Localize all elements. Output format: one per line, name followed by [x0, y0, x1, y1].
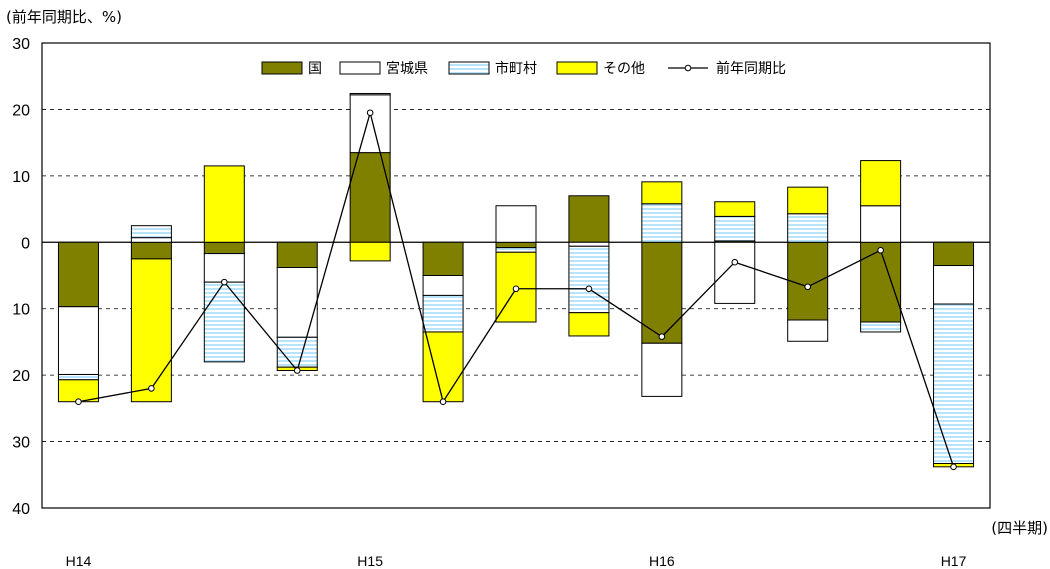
y-tick-label: 20: [12, 368, 30, 385]
yoy-line: [75, 109, 957, 471]
legend-label-yoy: 前年同期比: [716, 60, 786, 77]
bar-segment-prefecture: [860, 205, 902, 243]
bar-segment-national: [568, 195, 610, 243]
bar-segment-municipal: [568, 245, 610, 314]
x-tick-label: H14: [66, 553, 92, 569]
y-tick-label: 30: [12, 36, 30, 53]
bar-segment-other: [203, 165, 245, 243]
bars: [57, 92, 975, 468]
y-axis-ticks: 30 20 10 0 10 20 30 40: [12, 36, 30, 518]
y-tick-label: 40: [12, 501, 30, 518]
bar-segment-national: [57, 241, 99, 308]
bar-segment-prefecture: [276, 267, 318, 338]
y-axis-label: (前年同期比、%): [6, 8, 122, 26]
bar-segment-municipal: [714, 215, 756, 242]
bar-segment-prefecture: [641, 342, 683, 397]
bar-segment-municipal: [495, 247, 537, 253]
bar-segment-prefecture: [933, 265, 975, 305]
yoy-point: [950, 463, 957, 471]
legend-swatch-marker: [684, 64, 692, 72]
yoy-point: [585, 285, 593, 293]
bar-segment-municipal: [203, 281, 245, 363]
legend-swatch-prefecture: [339, 61, 381, 75]
yoy-point: [804, 283, 811, 291]
legend-swatch-other: [556, 61, 598, 75]
x-tick-label: H15: [357, 553, 383, 569]
bar-segment-other: [714, 201, 756, 217]
legend-label-other: その他: [603, 61, 645, 77]
bar-segment-other: [349, 241, 391, 262]
legend-swatch-municipal: [448, 61, 490, 75]
y-tick-label: 30: [12, 435, 30, 452]
y-tick-label: 20: [12, 102, 30, 119]
bar-segment-other: [860, 160, 902, 207]
bar-segment-prefecture: [422, 275, 464, 296]
legend: 国 宮城県 市町村 その他 前年同期比: [261, 60, 786, 77]
bar-segment-municipal: [641, 203, 683, 243]
bar-segment-prefecture: [787, 319, 829, 342]
yoy-point: [512, 285, 520, 293]
y-tick-label: 10: [12, 169, 30, 186]
x-tick-label: H17: [941, 553, 967, 569]
x-tick-label: H16: [649, 553, 675, 569]
plot-area-frame: [41, 42, 991, 509]
bar-segment-municipal: [57, 373, 99, 381]
yoy-point: [658, 333, 666, 340]
yoy-point: [75, 398, 82, 406]
y-tick-label: 10: [12, 302, 30, 319]
bar-segment-prefecture: [130, 237, 172, 243]
bar-segment-national: [276, 241, 318, 269]
yoy-point: [366, 109, 374, 117]
legend-swatch-national: [261, 61, 303, 75]
bar-segment-national: [495, 241, 537, 249]
yoy-point: [221, 278, 228, 286]
yoy-point: [877, 246, 884, 254]
yoy-point: [148, 385, 155, 392]
yoy-point: [439, 398, 447, 406]
bar-segment-municipal: [276, 336, 318, 368]
bar-segment-prefecture: [349, 94, 391, 154]
yoy-point: [731, 258, 739, 266]
bar-segment-other: [422, 331, 464, 403]
bar-segment-national: [203, 241, 245, 255]
bar-segment-municipal: [860, 321, 902, 333]
bar-segment-national: [130, 241, 172, 260]
bar-segment-prefecture: [57, 306, 99, 375]
bar-segment-prefecture: [203, 253, 245, 283]
bar-segment-municipal: [349, 92, 391, 96]
bar-segment-prefecture: [714, 241, 756, 304]
bar-segment-other: [641, 181, 683, 205]
bar-segment-municipal: [787, 213, 829, 243]
bar-segment-prefecture: [495, 205, 537, 243]
bar-segment-other: [787, 186, 829, 215]
bar-segment-other: [568, 312, 610, 337]
bar-segment-municipal: [422, 294, 464, 333]
bar-segment-municipal: [933, 303, 975, 464]
bar-segment-municipal: [130, 225, 172, 239]
legend-label-municipal: 市町村: [495, 60, 537, 77]
yoy-point: [293, 367, 301, 374]
legend-label-prefecture: 宮城県: [386, 61, 428, 77]
bar-segment-prefecture: [568, 241, 610, 247]
x-axis-label: (四半期): [991, 519, 1048, 537]
bar-segment-national: [933, 241, 975, 267]
bar-segment-national: [860, 241, 902, 323]
legend-label-national: 国: [308, 61, 322, 77]
bar-segment-national: [422, 241, 464, 277]
bar-segment-national: [787, 241, 829, 321]
y-tick-label: 0: [21, 235, 30, 252]
bar-segment-other: [130, 258, 172, 403]
x-axis-labels: H14 H15 H16 H17: [66, 553, 967, 569]
